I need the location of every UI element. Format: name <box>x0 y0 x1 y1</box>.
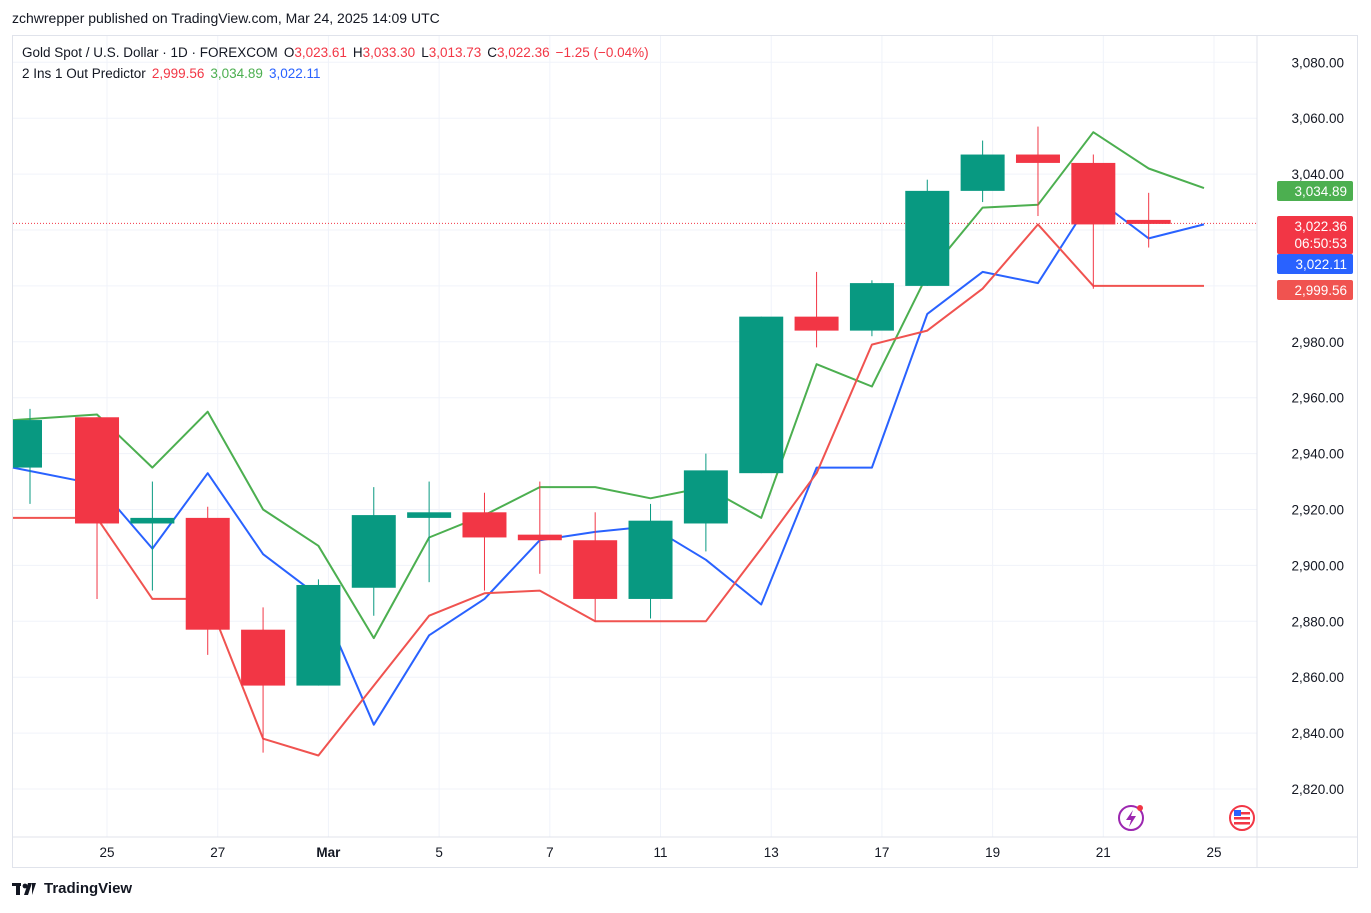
indicator-name[interactable]: 2 Ins 1 Out Predictor <box>22 66 146 81</box>
close-value: 3,022.36 <box>497 45 550 60</box>
green-price-badge-text: 3,034.89 <box>1294 184 1347 199</box>
candle-body[interactable] <box>1126 219 1171 224</box>
indicator-line-red <box>13 223 1204 757</box>
high-value: 3,033.30 <box>362 45 416 60</box>
x-tick-label: 7 <box>546 845 554 860</box>
candle-body[interactable] <box>794 316 839 331</box>
candle-body[interactable] <box>130 517 175 524</box>
y-tick-label: 2,940.00 <box>1291 447 1344 462</box>
high-key: H <box>352 45 363 60</box>
candle-body[interactable] <box>75 417 120 524</box>
indicator-legend: 2 Ins 1 Out Predictor 2,999.56 3,034.89 3,0… <box>22 66 327 81</box>
candle-body[interactable] <box>407 512 452 518</box>
y-tick-label: 3,040.00 <box>1291 167 1344 182</box>
change-value: −1.25 (−0.04%) <box>555 45 649 60</box>
footer-brand-text: TradingView <box>44 880 133 897</box>
us-flag-stripe <box>1234 817 1250 820</box>
red-price-badge-text: 2,999.56 <box>1294 283 1347 298</box>
x-tick-label: 11 <box>654 845 668 860</box>
y-tick-label: 2,960.00 <box>1291 391 1344 406</box>
x-tick-label: 17 <box>874 845 889 860</box>
candle-body[interactable] <box>960 154 1005 191</box>
y-tick-label: 2,820.00 <box>1291 782 1344 797</box>
indicator-green-value: 3,034.89 <box>210 66 263 81</box>
last-price-badge-text: 06:50:53 <box>1294 236 1347 251</box>
y-tick-label: 2,900.00 <box>1291 558 1344 573</box>
close-key: C <box>487 45 498 60</box>
indicator-red-value: 2,999.56 <box>151 66 205 81</box>
candle-body[interactable] <box>573 540 618 599</box>
low-key: L <box>421 45 429 60</box>
x-tick-label: 5 <box>435 845 443 860</box>
open-value: 3,023.61 <box>294 45 347 60</box>
candle-body[interactable] <box>739 316 784 474</box>
candle-body[interactable] <box>1015 154 1060 163</box>
indicator-line-green <box>12 131 1205 640</box>
y-tick-label: 3,080.00 <box>1291 55 1344 70</box>
y-tick-label: 2,980.00 <box>1291 335 1344 350</box>
lightning-icon-dot <box>1137 805 1143 811</box>
candle-body[interactable] <box>462 512 507 538</box>
candle-body[interactable] <box>241 629 286 686</box>
low-value: 3,013.73 <box>428 45 482 60</box>
blue-price-badge-bg <box>1277 254 1353 274</box>
candle-body[interactable] <box>683 470 728 524</box>
candle-body[interactable] <box>517 534 562 541</box>
indicator-line-blue <box>12 195 1205 726</box>
y-tick-label: 2,860.00 <box>1291 670 1344 685</box>
red-price-badge-bg <box>1277 280 1353 300</box>
y-tick-label: 2,920.00 <box>1291 503 1344 518</box>
chart-frame[interactable] <box>12 35 1358 868</box>
publisher-line: zchwrepper published on TradingView.com,… <box>12 10 440 26</box>
candle-body[interactable] <box>849 283 894 331</box>
x-tick-label: 25 <box>100 845 115 860</box>
x-tick-label: 27 <box>210 845 225 860</box>
green-price-badge-bg <box>1277 181 1353 201</box>
us-flag-stripe <box>1234 812 1250 815</box>
candle-body[interactable] <box>351 515 396 588</box>
lightning-icon-bolt <box>1126 810 1136 827</box>
x-tick-label: 13 <box>764 845 779 860</box>
y-tick-label: 2,840.00 <box>1291 726 1344 741</box>
y-tick-label: 2,880.00 <box>1291 614 1344 629</box>
blue-price-badge-text: 3,022.11 <box>1295 257 1347 272</box>
tradingview-logo-icon <box>12 882 36 895</box>
x-tick-label: 19 <box>985 845 1000 860</box>
candle-body[interactable] <box>13 420 42 468</box>
candle-body[interactable] <box>1071 162 1116 225</box>
symbol-title[interactable]: Gold Spot / U.S. Dollar · 1D · FOREXCOM <box>22 45 278 60</box>
open-key: O <box>283 45 295 60</box>
us-flag-stripe <box>1234 822 1250 825</box>
candle-body[interactable] <box>905 190 950 286</box>
candle-body[interactable] <box>296 584 341 686</box>
footer-brand[interactable]: TradingView <box>12 880 132 897</box>
x-tick-label: Mar <box>316 845 341 860</box>
x-tick-label: 21 <box>1096 845 1111 860</box>
candle-body[interactable] <box>185 517 230 630</box>
us-flag-canton <box>1234 810 1241 816</box>
symbol-legend: Gold Spot / U.S. Dollar · 1D · FOREXCOM O… <box>22 45 655 60</box>
last-price-badge-bg <box>1277 216 1353 254</box>
indicator-blue-value: 3,022.11 <box>268 66 321 81</box>
y-tick-label: 3,060.00 <box>1291 111 1344 126</box>
last-price-badge-text: 3,022.36 <box>1294 219 1347 234</box>
candle-body[interactable] <box>628 520 673 599</box>
x-tick-label: 25 <box>1207 845 1222 860</box>
